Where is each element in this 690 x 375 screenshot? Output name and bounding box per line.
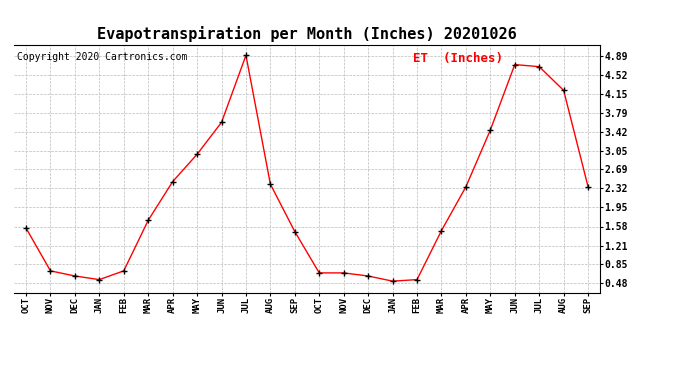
Title: Evapotranspiration per Month (Inches) 20201026: Evapotranspiration per Month (Inches) 20… bbox=[97, 27, 517, 42]
Text: Copyright 2020 Cartronics.com: Copyright 2020 Cartronics.com bbox=[17, 53, 187, 62]
Text: ET  (Inches): ET (Inches) bbox=[413, 53, 502, 65]
